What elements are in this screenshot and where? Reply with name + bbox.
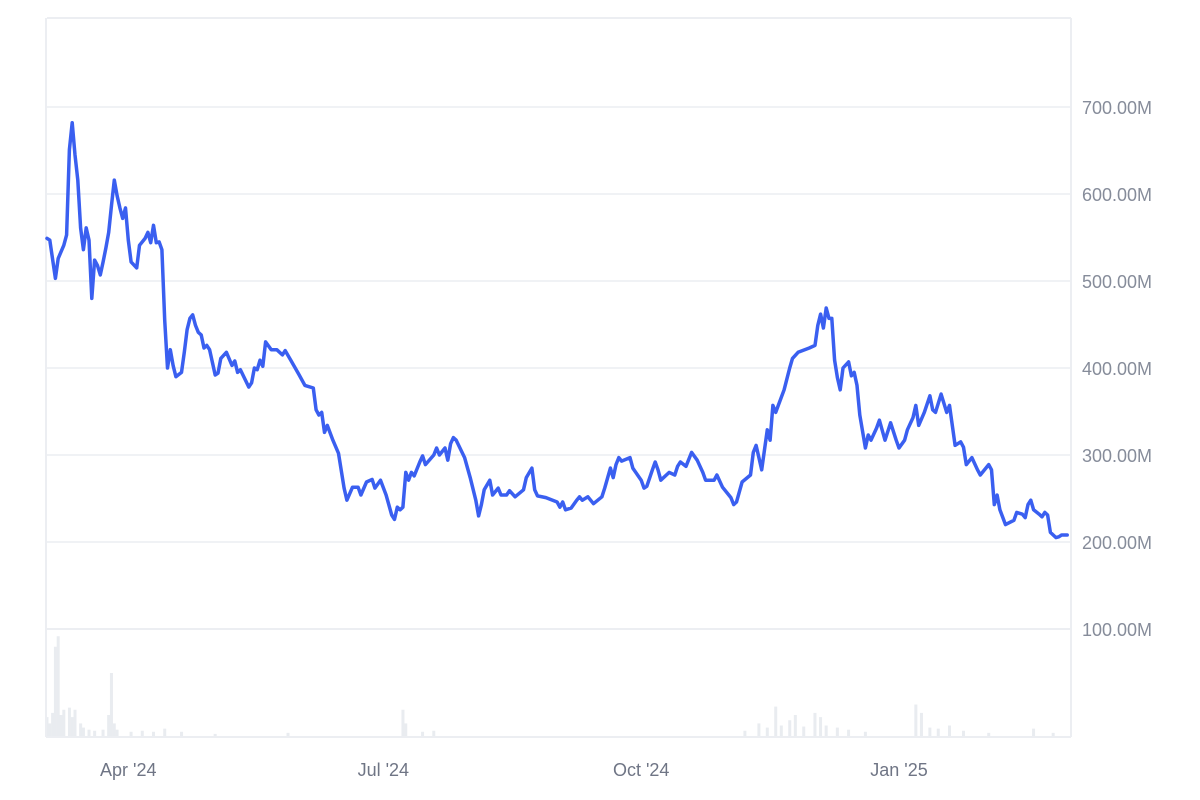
- volume-bar: [79, 723, 83, 736]
- volume-bar: [112, 723, 116, 736]
- volume-bar: [180, 731, 184, 736]
- volume-bar: [93, 730, 97, 736]
- volume-bar: [774, 706, 778, 736]
- volume-bar: [152, 731, 156, 736]
- volume-bar: [73, 709, 77, 736]
- volume-bar: [863, 731, 867, 736]
- volume-bar: [936, 728, 940, 736]
- volume-bar: [824, 725, 828, 736]
- volume-bar: [129, 731, 133, 736]
- y-axis: 100.00M 200.00M 300.00M 400.00M 500.00M 600.0…: [1082, 98, 1152, 640]
- y-tick-label: 500.00M: [1082, 272, 1152, 292]
- volume-bar: [813, 712, 817, 736]
- y-tick-label: 300.00M: [1082, 446, 1152, 466]
- x-tick-label: Oct '24: [613, 760, 669, 780]
- volume-bar: [1051, 732, 1055, 736]
- y-tick-label: 600.00M: [1082, 185, 1152, 205]
- volume-bar: [67, 707, 71, 736]
- volume-bar: [286, 732, 290, 736]
- volume-bar: [48, 723, 52, 736]
- volume-bar: [432, 730, 436, 736]
- volume-bar: [928, 727, 932, 736]
- volume-bar: [757, 723, 761, 736]
- volume-bar: [961, 730, 965, 736]
- volume-bar: [70, 717, 74, 736]
- x-axis: Apr '24 Jul '24 Oct '24 Jan '25: [100, 760, 928, 780]
- volume-bar: [743, 730, 747, 736]
- volume-bar: [107, 715, 111, 736]
- volume-bar: [802, 726, 806, 736]
- volume-bar: [56, 636, 60, 736]
- volume-bar: [87, 729, 91, 736]
- volume-bar: [793, 715, 797, 736]
- volume-bar: [788, 720, 792, 736]
- volume-bar: [847, 729, 851, 736]
- volume-bar: [421, 731, 425, 736]
- series-line[interactable]: [45, 120, 1069, 540]
- volume-bar: [140, 730, 144, 736]
- volume-bars: [45, 636, 1055, 736]
- volume-bar: [163, 728, 167, 736]
- y-tick-label: 200.00M: [1082, 533, 1152, 553]
- volume-bar: [109, 673, 113, 736]
- y-tick-label: 700.00M: [1082, 98, 1152, 118]
- volume-bar: [835, 727, 839, 736]
- volume-bar: [987, 732, 991, 736]
- volume-bar: [115, 729, 119, 736]
- y-tick-label: 400.00M: [1082, 359, 1152, 379]
- volume-bar: [819, 717, 823, 736]
- volume-bar: [81, 727, 85, 736]
- volume-bar: [919, 712, 923, 736]
- x-tick-label: Jul '24: [358, 760, 409, 780]
- volume-bar: [765, 727, 769, 736]
- volume-bar: [914, 704, 918, 736]
- x-tick-label: Jan '25: [870, 760, 927, 780]
- y-tick-label: 100.00M: [1082, 620, 1152, 640]
- volume-bar: [51, 712, 55, 736]
- volume-bar: [947, 725, 951, 736]
- gridlines: [47, 106, 1070, 630]
- volume-bar: [401, 709, 405, 736]
- volume-bar: [62, 709, 66, 736]
- volume-bar: [59, 715, 63, 736]
- x-tick-label: Apr '24: [100, 760, 156, 780]
- volume-bar: [213, 733, 217, 736]
- volume-bar: [101, 729, 105, 736]
- volume-bar: [53, 646, 57, 736]
- volume-bar: [404, 723, 408, 736]
- volume-bar: [779, 725, 783, 736]
- volume-bar: [1032, 728, 1036, 736]
